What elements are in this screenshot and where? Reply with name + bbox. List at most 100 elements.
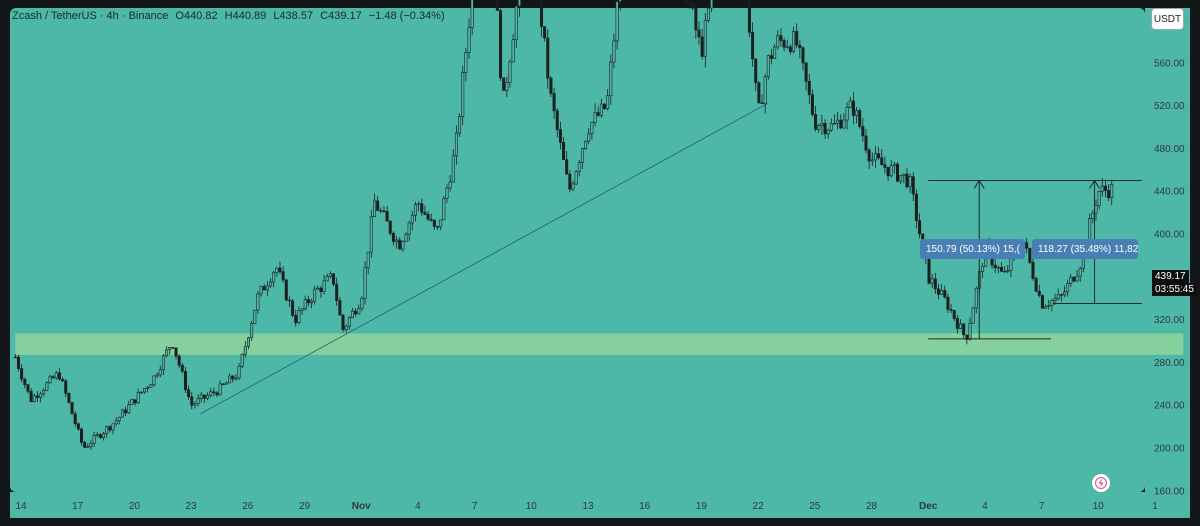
candle bbox=[284, 278, 288, 301]
x-tick-label: 14 bbox=[15, 501, 27, 512]
candle bbox=[1050, 299, 1054, 312]
candle bbox=[615, 0, 619, 50]
candle bbox=[826, 128, 830, 139]
x-tick-label: 22 bbox=[753, 501, 765, 512]
candle bbox=[971, 306, 975, 324]
candle bbox=[782, 37, 786, 52]
candle bbox=[410, 211, 414, 231]
candle bbox=[98, 433, 102, 440]
candle bbox=[1034, 276, 1038, 293]
candle bbox=[451, 148, 455, 183]
candle bbox=[955, 314, 959, 334]
candle bbox=[517, 0, 521, 17]
candle bbox=[962, 322, 966, 339]
candle bbox=[911, 172, 915, 202]
candle bbox=[325, 273, 329, 282]
candle bbox=[1110, 179, 1114, 206]
candle bbox=[256, 290, 260, 314]
candle bbox=[858, 108, 862, 129]
symbol-title[interactable]: Zcash / TetherUS · 4h · Binance bbox=[12, 10, 169, 22]
candle bbox=[309, 298, 313, 309]
candle bbox=[190, 392, 194, 410]
candle bbox=[795, 23, 799, 49]
candle bbox=[851, 91, 855, 125]
candle bbox=[376, 195, 380, 212]
candle bbox=[143, 388, 147, 394]
candle bbox=[221, 383, 225, 386]
candle bbox=[965, 334, 969, 345]
measure-label-1[interactable]: 150.79 (50.13%) 15,( bbox=[920, 239, 1025, 259]
candle bbox=[269, 278, 273, 288]
candle bbox=[130, 398, 134, 406]
candle bbox=[407, 220, 411, 242]
candle bbox=[209, 387, 213, 398]
candle bbox=[92, 431, 96, 447]
candle bbox=[801, 46, 805, 71]
candle bbox=[694, 3, 698, 40]
candle bbox=[1075, 269, 1079, 283]
ohlc-open: O440.82 bbox=[175, 10, 218, 22]
candle bbox=[76, 422, 80, 431]
x-tick-label: 13 bbox=[582, 501, 594, 512]
candle bbox=[70, 402, 74, 415]
last-price-label: 439.17 bbox=[1152, 270, 1189, 283]
measure-label-2[interactable]: 118.27 (35.48%) 11,827 bbox=[1032, 239, 1138, 259]
candle bbox=[864, 128, 868, 154]
candle bbox=[703, 13, 707, 68]
candle bbox=[697, 21, 701, 45]
candle bbox=[332, 273, 336, 287]
candle bbox=[442, 195, 446, 221]
candle bbox=[1003, 265, 1007, 273]
candle bbox=[401, 240, 405, 252]
candle bbox=[16, 354, 20, 372]
candle bbox=[95, 431, 99, 438]
candle bbox=[139, 391, 143, 394]
candle bbox=[706, 0, 710, 23]
candle bbox=[1107, 183, 1111, 202]
zone-1[interactable] bbox=[15, 333, 1184, 355]
candle bbox=[495, 0, 499, 11]
trendline-layer bbox=[200, 103, 768, 415]
candle bbox=[952, 309, 956, 322]
candle bbox=[183, 366, 187, 394]
candle bbox=[823, 119, 827, 140]
trendline[interactable] bbox=[200, 103, 768, 415]
candle bbox=[467, 18, 471, 59]
y-tick-label: 560.00 bbox=[1154, 58, 1185, 69]
x-tick-label: 1 bbox=[1152, 501, 1158, 512]
currency-button[interactable]: USDT bbox=[1151, 8, 1184, 30]
candle bbox=[29, 388, 33, 403]
candle bbox=[905, 168, 909, 189]
candle bbox=[168, 347, 172, 355]
candle bbox=[577, 159, 581, 177]
candle bbox=[350, 308, 354, 319]
price-axis-background bbox=[1145, 8, 1190, 518]
candle bbox=[562, 136, 566, 160]
time-axis[interactable]: 14 17 20 23 26 29 Nov 4 7 10 13 16 19 22 25 28 Dec 4 7 10 1 bbox=[15, 501, 1158, 512]
candle bbox=[996, 265, 1000, 274]
candle bbox=[1031, 256, 1035, 281]
candle bbox=[940, 284, 944, 296]
candle bbox=[839, 114, 843, 130]
candle bbox=[855, 106, 859, 124]
candle bbox=[155, 372, 159, 379]
supply-demand-zones bbox=[15, 333, 1184, 355]
measure-arrow-0[interactable] bbox=[973, 179, 985, 339]
y-tick-label: 280.00 bbox=[1154, 358, 1185, 369]
candle bbox=[237, 363, 241, 380]
candle bbox=[448, 175, 452, 192]
candle bbox=[61, 376, 65, 383]
candle bbox=[873, 146, 877, 168]
y-tick-label: 480.00 bbox=[1154, 144, 1185, 155]
plot-background bbox=[10, 8, 1145, 492]
candle bbox=[51, 374, 55, 379]
candle bbox=[259, 285, 263, 297]
candle bbox=[539, 0, 543, 38]
candle bbox=[114, 417, 118, 427]
x-tick-label: 16 bbox=[639, 501, 651, 512]
candlestick-series bbox=[13, 0, 1114, 450]
candle bbox=[543, 26, 547, 42]
candle bbox=[757, 80, 761, 104]
flash-icon[interactable] bbox=[1092, 474, 1110, 492]
